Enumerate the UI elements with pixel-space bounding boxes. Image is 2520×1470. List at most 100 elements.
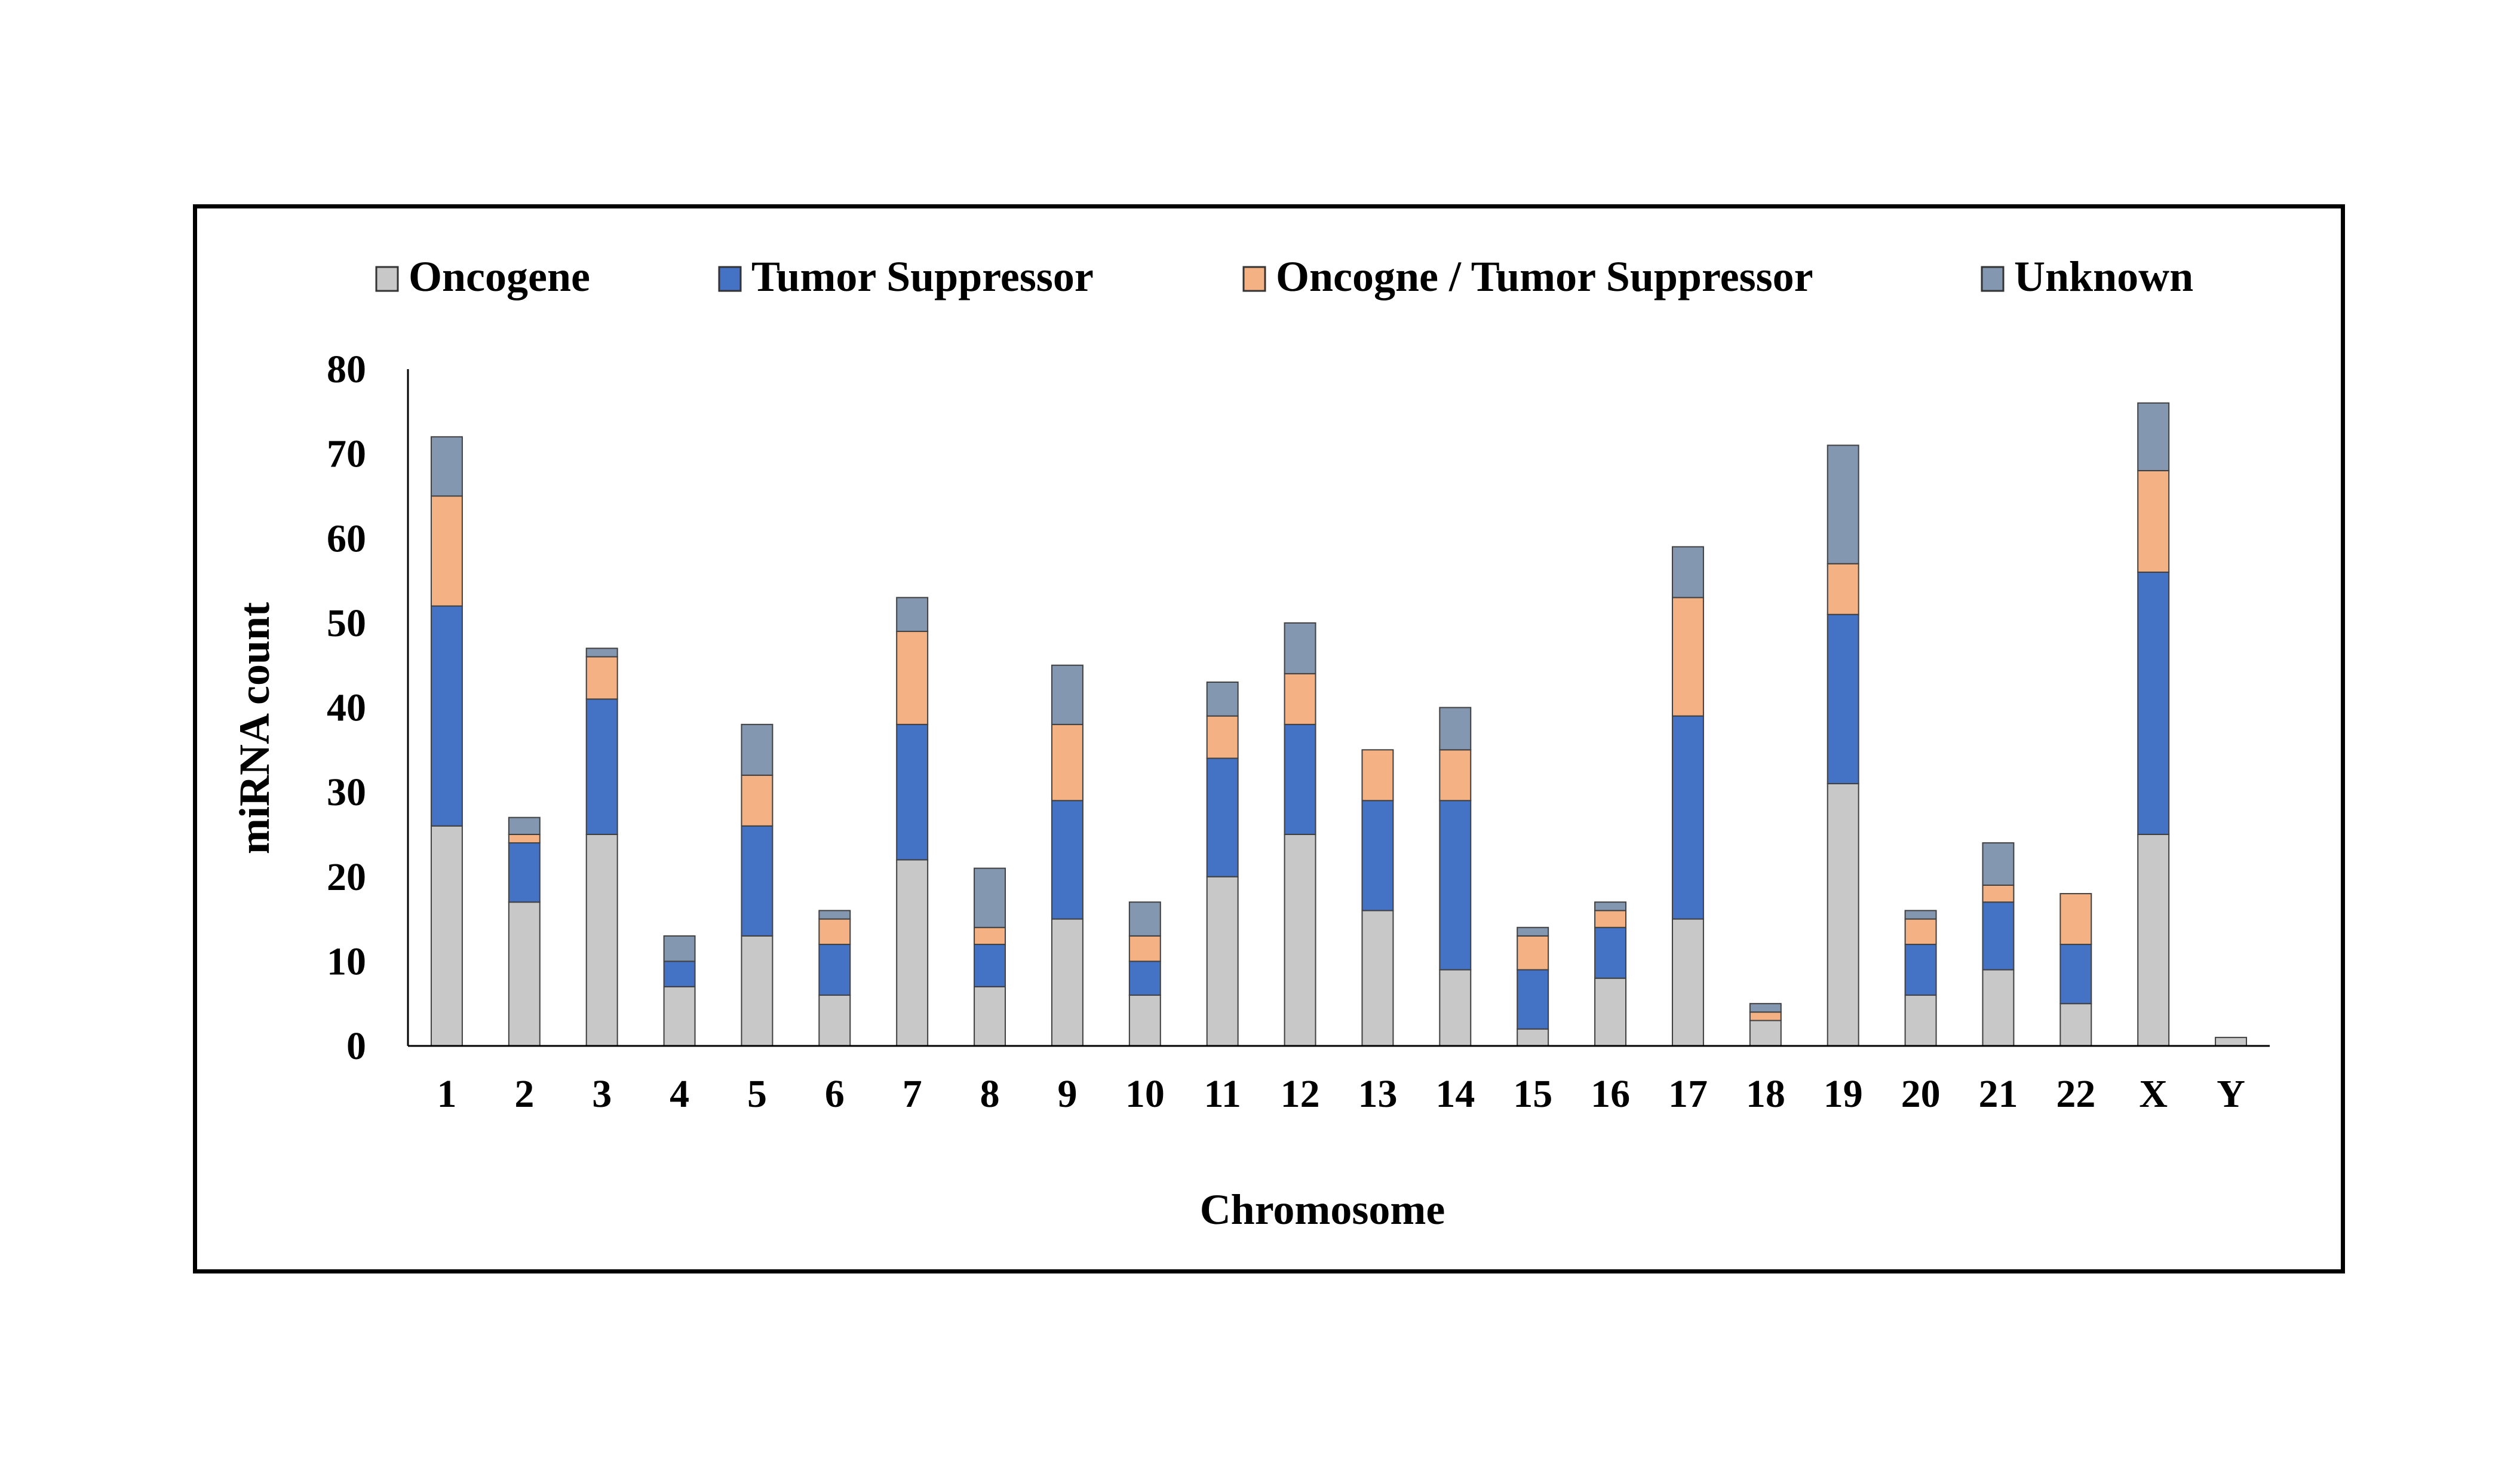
legend-label-oncogene-tumor-suppressor: Oncogne / Tumor Suppressor [1276,253,1813,300]
bar-tumor-suppressor-chr-19 [1827,613,1859,784]
bar-tumor-suppressor-chr-12 [1284,723,1316,835]
x-tick-label: 15 [1513,1072,1552,1116]
bar-oncogne-tumor-suppressor-chr-x [2137,469,2170,573]
legend-label-tumor-suppressor: Tumor Suppressor [751,253,1094,300]
y-tick-label: 60 [327,517,366,560]
bar-tumor-suppressor-chr-4 [663,960,696,987]
x-tick-label: 22 [2056,1072,2095,1116]
y-axis-title: miRNA count [231,602,278,854]
bar-oncogne-tumor-suppressor-chr-22 [2059,893,2092,946]
bar-oncogene-chr-1 [430,825,463,1047]
y-tick-label: 10 [327,940,366,983]
bar-oncogene-chr-6 [818,995,851,1047]
bar-oncogene-chr-18 [1749,1020,1782,1047]
bar-unknown-chr-14 [1439,707,1472,751]
x-axis-ticks: 1 2 3 4 5 6 7 8 9 10 11 12 13 14 15 16 17 18 19 20 21 22 X Y [437,1072,2245,1116]
x-axis-title: Chromosome [1200,1186,1445,1233]
bar-oncogne-tumor-suppressor-chr-3 [585,656,618,700]
bar-tumor-suppressor-chr-9 [1051,800,1083,920]
y-tick-label: 80 [327,348,366,391]
bar-oncogne-tumor-suppressor-chr-7 [896,631,929,725]
bar-unknown-chr-6 [818,910,851,920]
bar-oncogne-tumor-suppressor-chr-21 [1982,884,2015,903]
bar-oncogene-chr-12 [1284,833,1316,1047]
legend-swatch-unknown [1981,266,2005,292]
bar-unknown-chr-11 [1206,682,1239,717]
y-tick-label: 40 [327,686,366,730]
bar-oncogne-tumor-suppressor-chr-12 [1284,673,1316,725]
legend-label-unknown: Unknown [2014,253,2193,300]
bar-tumor-suppressor-chr-20 [1904,944,1937,996]
bar-unknown-chr-5 [741,723,774,776]
bar-unknown-chr-20 [1904,910,1937,920]
bar-tumor-suppressor-chr-17 [1671,715,1704,920]
bar-oncogne-tumor-suppressor-chr-19 [1827,563,1859,615]
bar-tumor-suppressor-chr-10 [1128,960,1161,996]
bar-unknown-chr-8 [974,867,1006,928]
legend-label-oncogene: Oncogene [409,253,590,300]
bar-unknown-chr-2 [508,817,541,835]
bar-unknown-chr-7 [896,597,929,633]
bar-oncogene-chr-4 [663,986,696,1047]
bar-oncogne-tumor-suppressor-chr-5 [741,774,774,827]
x-tick-label: 16 [1591,1072,1630,1116]
bar-unknown-chr-9 [1051,664,1083,725]
x-tick-label: 2 [514,1072,534,1116]
bar-oncogene-chr-x [2137,833,2170,1047]
bar-tumor-suppressor-chr-8 [974,944,1006,987]
chart-frame: Oncogene Tumor Suppressor Oncogne / Tumo… [193,204,2345,1273]
bar-tumor-suppressor-chr-1 [430,605,463,827]
bar-oncogene-chr-3 [585,833,618,1047]
bar-unknown-chr-x [2137,402,2170,471]
bar-unknown-chr-1 [430,436,463,497]
bar-oncogene-chr-8 [974,986,1006,1047]
bar-tumor-suppressor-chr-6 [818,944,851,996]
bar-oncogene-chr-13 [1361,910,1394,1047]
bar-oncogene-chr-21 [1982,969,2015,1047]
bar-oncogene-chr-5 [741,935,774,1047]
bar-tumor-suppressor-chr-14 [1439,800,1472,971]
legend-swatch-oncogene-tumor-suppressor [1242,266,1266,292]
bar-tumor-suppressor-chr-15 [1517,969,1549,1030]
x-tick-label: 6 [825,1072,845,1116]
bar-oncogne-tumor-suppressor-chr-15 [1517,935,1549,971]
bar-unknown-chr-16 [1594,901,1627,912]
y-tick-label: 50 [327,601,366,645]
x-tick-label: Y [2217,1072,2245,1116]
y-tick-label: 20 [327,855,366,899]
bar-tumor-suppressor-chr-3 [585,698,618,835]
y-axis-ticks: 0 10 20 30 40 50 60 70 80 [327,348,366,1068]
bar-oncogne-tumor-suppressor-chr-2 [508,833,541,844]
bar-oncogne-tumor-suppressor-chr-17 [1671,597,1704,717]
bar-tumor-suppressor-chr-13 [1361,800,1394,912]
bar-oncogene-chr-15 [1517,1028,1549,1047]
bar-oncogene-chr-17 [1671,918,1704,1047]
x-tick-label: 8 [980,1072,1000,1116]
y-tick-label: 0 [346,1024,366,1068]
bar-oncogne-tumor-suppressor-chr-13 [1361,749,1394,802]
bar-tumor-suppressor-chr-22 [2059,944,2092,1005]
legend-swatch-tumor-suppressor [718,266,742,292]
x-tick-label: 12 [1281,1072,1320,1116]
legend: Oncogene Tumor Suppressor Oncogne / Tumo… [375,253,2193,300]
bar-unknown-chr-10 [1128,901,1161,937]
bars [430,402,2248,1047]
legend-swatch-oncogene [375,266,399,292]
bar-oncogene-chr-2 [508,901,541,1047]
bar-oncogne-tumor-suppressor-chr-20 [1904,918,1937,946]
bar-oncogene-chr-19 [1827,782,1859,1047]
x-tick-label: 1 [437,1072,456,1116]
bar-oncogene-chr-22 [2059,1003,2092,1047]
x-tick-label: 18 [1746,1072,1785,1116]
bar-unknown-chr-19 [1827,444,1859,564]
stacked-bar-chart: Oncogene Tumor Suppressor Oncogne / Tumo… [231,253,2270,1233]
bar-oncogne-tumor-suppressor-chr-9 [1051,723,1083,802]
bar-tumor-suppressor-chr-5 [741,825,774,937]
x-tick-label: X [2139,1072,2168,1116]
x-tick-label: 9 [1057,1072,1077,1116]
bar-oncogene-chr-11 [1206,876,1239,1047]
x-tick-label: 21 [1978,1072,2018,1116]
legend-item-oncogene-tumor-suppressor: Oncogne / Tumor Suppressor [1242,253,1813,300]
y-tick-label: 70 [327,432,366,476]
bar-oncogene-chr-y [2215,1036,2248,1047]
